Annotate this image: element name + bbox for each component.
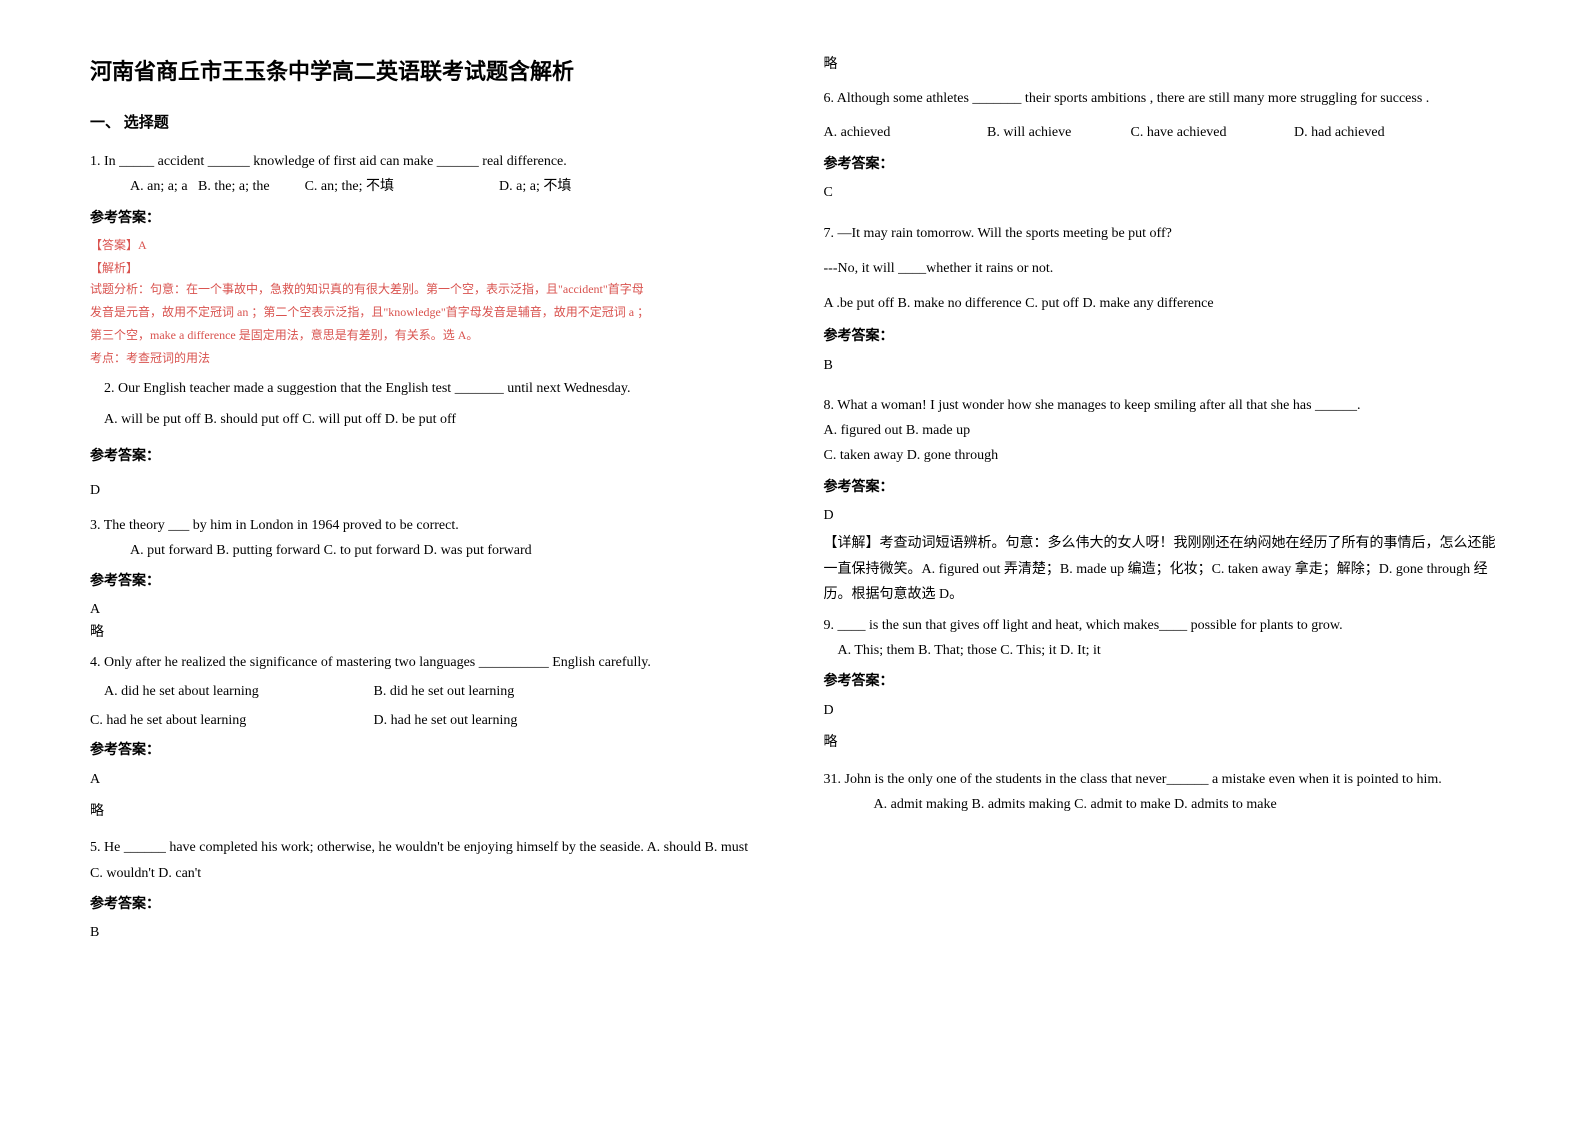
q6-text: 6. Although some athletes _______ their … bbox=[824, 86, 1498, 111]
q4-opt-a: A. did he set about learning bbox=[90, 681, 370, 703]
q9-text: 9. ____ is the sun that gives off light … bbox=[824, 613, 1498, 638]
q7-answer-label: 参考答案： bbox=[824, 326, 1498, 348]
q1-analysis-4: 考点：考查冠词的用法 bbox=[90, 347, 764, 370]
q7-line2: ---No, it will ____whether it rains or n… bbox=[824, 256, 1498, 281]
q4-answer: A bbox=[90, 769, 764, 791]
q6-opt-b: B. will achieve bbox=[987, 122, 1127, 144]
q8-opts-1: A. figured out B. made up bbox=[824, 418, 1498, 443]
q9-note: 略 bbox=[824, 732, 1498, 754]
q1-opt-c: C. an; the; 不填 bbox=[305, 179, 394, 194]
q7-line1: 7. —It may rain tomorrow. Will the sport… bbox=[824, 221, 1498, 246]
q6-options: A. achieved B. will achieve C. have achi… bbox=[824, 122, 1498, 144]
q6-answer-label: 参考答案： bbox=[824, 154, 1498, 176]
q31-text: 31. John is the only one of the students… bbox=[824, 767, 1498, 792]
q4-opt-c: C. had he set about learning bbox=[90, 710, 370, 732]
page-title: 河南省商丘市王玉条中学高二英语联考试题含解析 bbox=[90, 54, 764, 89]
q1-answer-label: 参考答案： bbox=[90, 208, 764, 230]
q6-opt-c: C. have achieved bbox=[1131, 122, 1291, 144]
q4-note: 略 bbox=[90, 801, 764, 823]
q4-options-row1: A. did he set about learning B. did he s… bbox=[90, 681, 764, 703]
q9-answer: D bbox=[824, 700, 1498, 722]
section-header: 一、 选择题 bbox=[90, 111, 764, 135]
q5-answer-label: 参考答案： bbox=[90, 894, 764, 916]
q3-options: A. put forward B. putting forward C. to … bbox=[90, 538, 764, 563]
q1-analysis-1: 试题分析：句意：在一个事故中，急救的知识真的有很大差别。第一个空，表示泛指，且"… bbox=[90, 278, 764, 301]
q1-opt-d: D. a; a; 不填 bbox=[499, 179, 571, 194]
q4-opt-b: B. did he set out learning bbox=[374, 684, 515, 699]
question-4: 4. Only after he realized the significan… bbox=[90, 650, 764, 823]
question-8: 8. What a woman! I just wonder how she m… bbox=[824, 393, 1498, 607]
q7-answer: B bbox=[824, 355, 1498, 377]
question-3: 3. The theory ___ by him in London in 19… bbox=[90, 513, 764, 645]
q6-opt-d: D. had achieved bbox=[1294, 125, 1385, 140]
q2-answer-label: 参考答案： bbox=[90, 446, 764, 468]
q1-analysis-3: 第三个空，make a difference 是固定用法，意思是有差别，有关系。… bbox=[90, 324, 764, 347]
q3-answer: A bbox=[90, 599, 764, 621]
q7-options: A .be put off B. make no difference C. p… bbox=[824, 291, 1498, 316]
q8-answer: D bbox=[824, 505, 1498, 527]
q2-options: A. will be put off B. should put off C. … bbox=[104, 407, 764, 432]
q1-answer-header: 【答案】A bbox=[90, 236, 764, 255]
q6-opt-a: A. achieved bbox=[824, 122, 984, 144]
q5-text: 5. He ______ have completed his work; ot… bbox=[90, 835, 764, 885]
q1-opt-a: A. an; a; a bbox=[130, 179, 188, 194]
q8-analysis: 【详解】考查动词短语辨析。句意：多么伟大的女人呀！我刚刚还在纳闷她在经历了所有的… bbox=[824, 531, 1498, 607]
question-31: 31. John is the only one of the students… bbox=[824, 767, 1498, 817]
question-2: 2. Our English teacher made a suggestion… bbox=[90, 376, 764, 432]
right-column: 略 6. Although some athletes _______ thei… bbox=[824, 54, 1498, 1068]
q3-answer-label: 参考答案： bbox=[90, 571, 764, 593]
question-7: 7. —It may rain tomorrow. Will the sport… bbox=[824, 221, 1498, 377]
q2-answer: D bbox=[90, 480, 764, 502]
q1-analysis-header: 【解析】 bbox=[90, 259, 764, 278]
col2-note: 略 bbox=[824, 54, 1498, 76]
q9-options: A. This; them B. That; those C. This; it… bbox=[824, 638, 1498, 663]
q1-text: 1. In _____ accident ______ knowledge of… bbox=[90, 149, 764, 174]
question-5: 5. He ______ have completed his work; ot… bbox=[90, 835, 764, 944]
q3-text: 3. The theory ___ by him in London in 19… bbox=[90, 513, 764, 538]
q31-options: A. admit making B. admits making C. admi… bbox=[824, 792, 1498, 817]
q4-answer-label: 参考答案： bbox=[90, 740, 764, 762]
question-6: 6. Although some athletes _______ their … bbox=[824, 86, 1498, 204]
q8-text: 8. What a woman! I just wonder how she m… bbox=[824, 393, 1498, 418]
q1-opt-b: B. the; a; the bbox=[198, 179, 270, 194]
question-9: 9. ____ is the sun that gives off light … bbox=[824, 613, 1498, 755]
q6-answer: C bbox=[824, 182, 1498, 204]
q1-analysis-2: 发音是元音，故用不定冠词 an ；第二个空表示泛指，且"knowledge"首字… bbox=[90, 301, 764, 324]
left-column: 河南省商丘市王玉条中学高二英语联考试题含解析 一、 选择题 1. In ____… bbox=[90, 54, 764, 1068]
q2-text: 2. Our English teacher made a suggestion… bbox=[104, 376, 764, 401]
question-1: 1. In _____ accident ______ knowledge of… bbox=[90, 149, 764, 369]
q4-opt-d: D. had he set out learning bbox=[374, 713, 518, 728]
q8-answer-label: 参考答案： bbox=[824, 477, 1498, 499]
q5-answer: B bbox=[90, 922, 764, 944]
q1-options: A. an; a; a B. the; a; the C. an; the; 不… bbox=[90, 174, 764, 199]
q9-answer-label: 参考答案： bbox=[824, 671, 1498, 693]
q8-opts-2: C. taken away D. gone through bbox=[824, 443, 1498, 468]
q4-text: 4. Only after he realized the significan… bbox=[90, 650, 764, 675]
q3-note: 略 bbox=[90, 622, 764, 644]
q4-options-row2: C. had he set about learning D. had he s… bbox=[90, 710, 764, 732]
